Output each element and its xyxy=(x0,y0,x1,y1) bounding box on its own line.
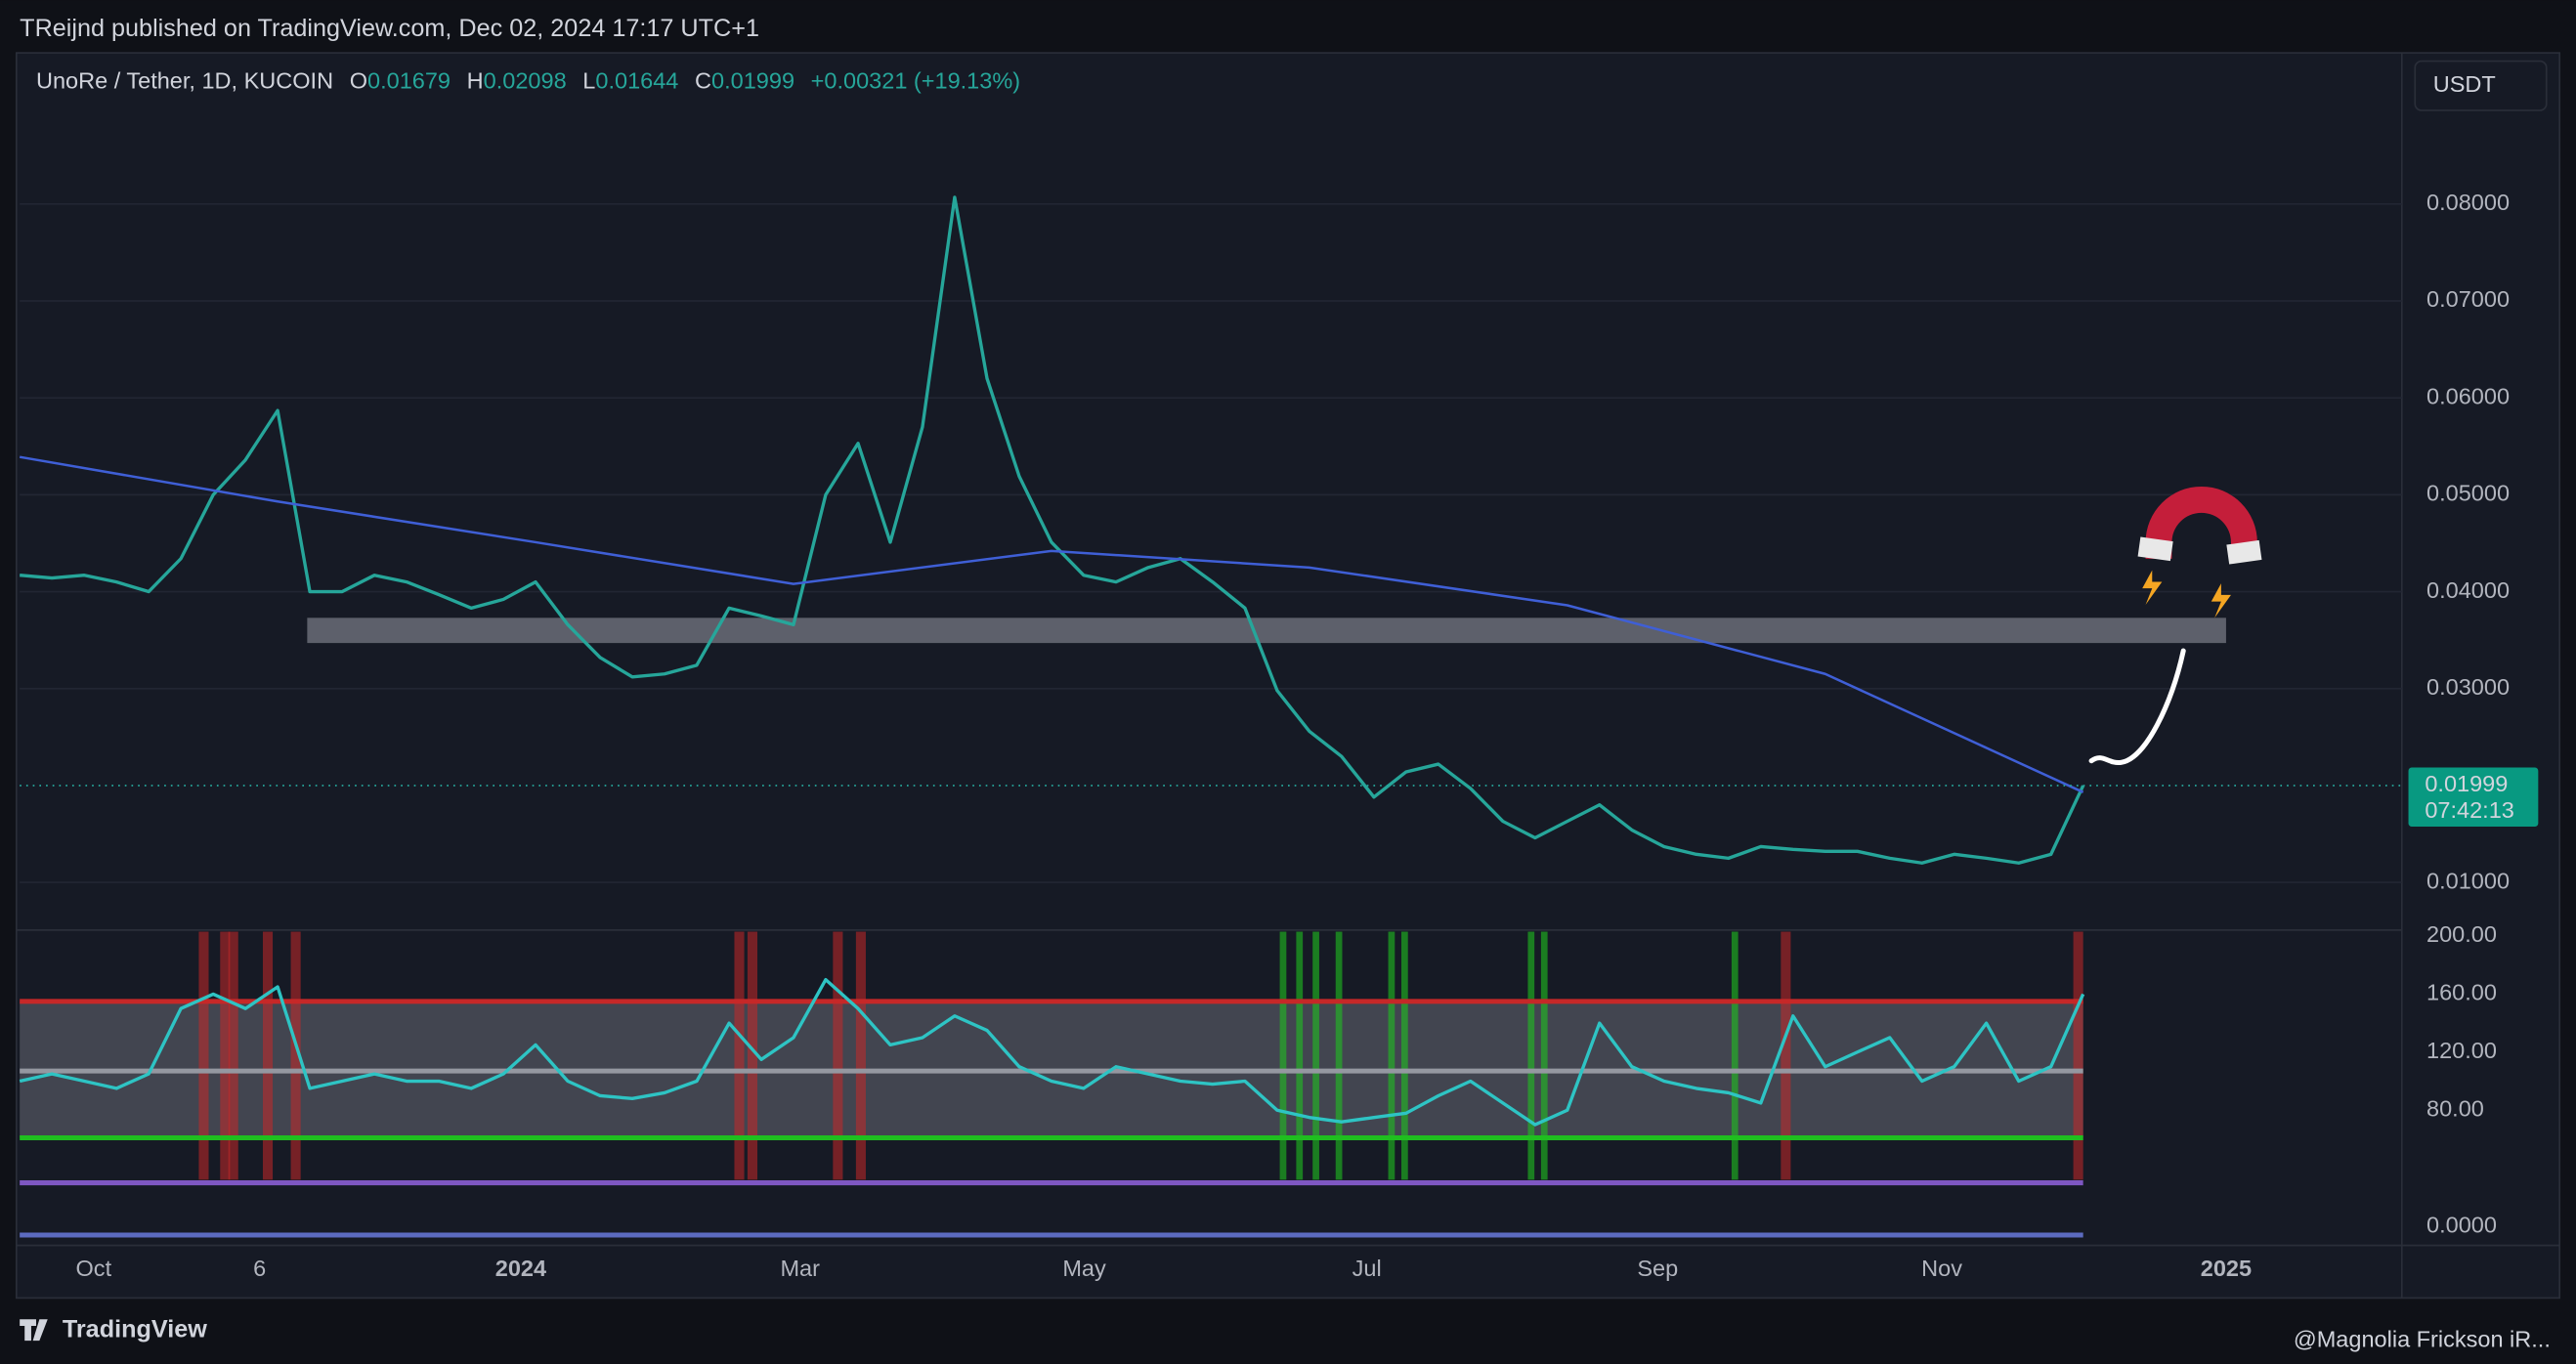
signal-highlight xyxy=(1400,931,1408,1180)
signal-highlight xyxy=(1527,931,1535,1180)
legend: UnoRe / Tether, 1D, KUCOIN O0.01679 H0.0… xyxy=(36,68,1020,94)
y-tick-label: 0.01000 xyxy=(2426,868,2510,893)
legend-key: H xyxy=(467,68,484,94)
signal-highlight xyxy=(1781,931,1791,1180)
signal-highlight xyxy=(747,931,757,1180)
y-tick-label: 120.00 xyxy=(2426,1038,2497,1063)
x-tick-label: Mar xyxy=(780,1256,820,1281)
x-tick-label: 2024 xyxy=(495,1256,546,1281)
resistance-zone xyxy=(307,618,2226,644)
footer-brand: TradingView xyxy=(63,1316,207,1343)
y-tick-label: 0.07000 xyxy=(2426,286,2510,312)
signal-highlight xyxy=(1731,931,1739,1180)
last-price-box xyxy=(2408,767,2539,828)
header-text: TReijnd published on TradingView.com, De… xyxy=(20,15,759,42)
legend-value: 0.01644 xyxy=(595,68,678,94)
legend-key: C xyxy=(695,68,711,94)
logo-mark xyxy=(20,1319,48,1342)
footer-logo: TradingView xyxy=(20,1316,207,1343)
y-tick-label: 0.08000 xyxy=(2426,190,2510,215)
signal-highlight xyxy=(1296,931,1304,1180)
countdown-label: 07:42:13 xyxy=(2425,797,2514,823)
signal-highlight xyxy=(855,931,866,1180)
legend-symbol: UnoRe / Tether, 1D, KUCOIN xyxy=(36,68,333,94)
y-tick-label: 0.06000 xyxy=(2426,383,2510,408)
signal-highlight xyxy=(1388,931,1395,1180)
y-tick-label: 0.0000 xyxy=(2426,1212,2497,1237)
legend-key: O xyxy=(350,68,367,94)
signal-highlight xyxy=(1335,931,1343,1180)
legend-value: 0.02098 xyxy=(484,68,567,94)
x-tick-label: May xyxy=(1062,1256,1106,1281)
spark xyxy=(2211,583,2231,618)
button-frame[interactable] xyxy=(2414,60,2548,111)
signal-highlight xyxy=(1312,931,1319,1180)
signal-highlight xyxy=(734,931,745,1180)
series-line xyxy=(19,455,2084,793)
x-tick-label: 2025 xyxy=(2201,1256,2252,1281)
legend-value: 0.01679 xyxy=(367,68,451,94)
legend-value: 0.01999 xyxy=(711,68,794,94)
y-tick-label: 0.03000 xyxy=(2426,674,2510,700)
signal-highlight xyxy=(198,931,209,1180)
y-tick-label: 160.00 xyxy=(2426,980,2497,1005)
y-tick-label: 200.00 xyxy=(2426,921,2497,947)
x-tick-label: 6 xyxy=(253,1256,266,1281)
plot-area: 0.01000 0.03000 0.04000 0.05000 0.06000 0.070… xyxy=(19,190,2539,1281)
legend-key: L xyxy=(582,68,595,94)
series-line xyxy=(20,195,2085,865)
x-tick-label: Sep xyxy=(1637,1256,1678,1281)
y-tick-label: 0.04000 xyxy=(2426,577,2510,603)
currency-button[interactable]: USDT xyxy=(2414,60,2548,111)
signal-highlight xyxy=(2073,931,2083,1180)
footer-credit: @Magnolia Frickson iR... xyxy=(2294,1326,2551,1351)
x-tick-label: Jul xyxy=(1352,1256,1382,1281)
button-label[interactable]: USDT xyxy=(2433,71,2496,97)
signal-highlight xyxy=(220,931,231,1180)
drawn-arrow xyxy=(2088,648,2186,765)
legend-change: +0.00321 (+19.13%) xyxy=(811,68,1020,94)
signal-highlight xyxy=(228,931,238,1180)
signal-highlight xyxy=(833,931,843,1180)
x-tick-label: Nov xyxy=(1921,1256,1962,1281)
magnet-icon xyxy=(2137,486,2262,618)
magnet-tip xyxy=(2226,539,2262,565)
series-line xyxy=(19,977,2085,1127)
chart-frame xyxy=(15,52,2561,1300)
magnet-tip xyxy=(2137,536,2173,562)
signal-highlight xyxy=(262,931,274,1180)
signal-highlight xyxy=(1279,931,1287,1180)
signal-highlight xyxy=(290,931,301,1180)
signal-highlight xyxy=(1540,931,1548,1180)
magnet-body xyxy=(2145,486,2257,559)
spark xyxy=(2142,570,2163,605)
y-tick-label: 0.05000 xyxy=(2426,481,2510,506)
x-tick-label: Oct xyxy=(76,1256,112,1281)
y-tick-label: 80.00 xyxy=(2426,1095,2484,1121)
last-price-label: 0.01999 xyxy=(2425,771,2508,796)
